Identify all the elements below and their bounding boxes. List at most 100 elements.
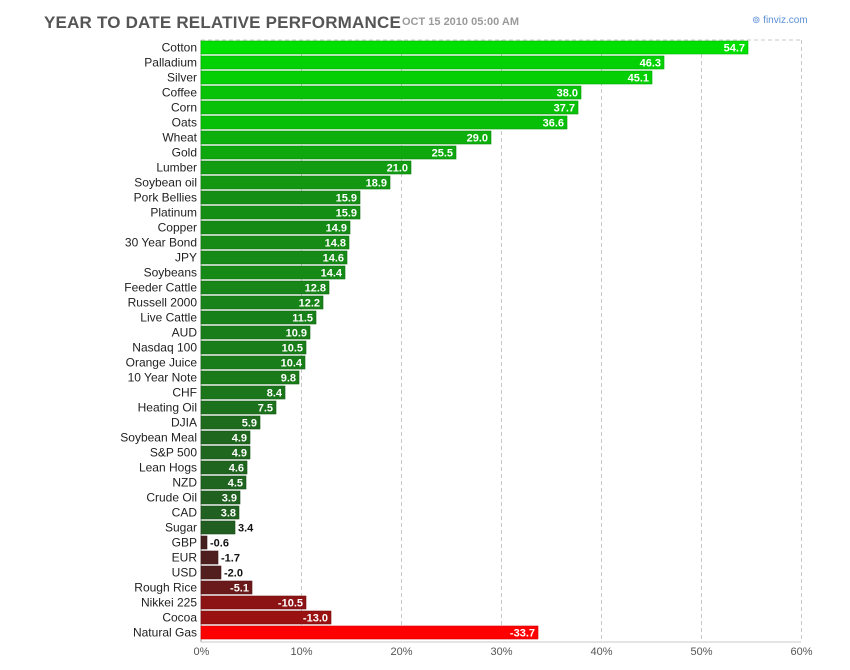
x-tick-label: 0% [194, 646, 210, 658]
chart-date: OCT 15 2010 05:00 AM [402, 16, 519, 28]
data-label: 38.0 [557, 88, 578, 100]
category-label: CAD [172, 506, 198, 520]
category-label: CHF [172, 386, 197, 400]
bar [200, 340, 307, 355]
bar [200, 445, 251, 460]
bar [200, 205, 361, 220]
bar [200, 85, 582, 100]
bar [200, 400, 277, 415]
bar [200, 160, 412, 175]
bar [200, 430, 251, 445]
category-label: Gold [172, 146, 197, 160]
bar [200, 235, 350, 250]
data-label: 29.0 [467, 133, 488, 145]
x-tick-label: 40% [590, 646, 612, 658]
data-label: -1.7 [221, 553, 240, 565]
category-label: Orange Juice [126, 356, 198, 370]
category-label: S&P 500 [150, 446, 197, 460]
category-label: Crude Oil [146, 491, 197, 505]
bar [200, 295, 324, 310]
bar [200, 505, 240, 520]
bar [200, 385, 286, 400]
data-label: 8.4 [267, 388, 283, 400]
data-label: 45.1 [628, 73, 649, 85]
category-label: Soybean oil [134, 176, 197, 190]
bar [200, 535, 208, 550]
x-tick-label: 20% [390, 646, 412, 658]
bar [200, 550, 219, 565]
category-label: Palladium [144, 56, 197, 70]
data-label: 4.9 [232, 448, 247, 460]
data-label: 18.9 [366, 178, 387, 190]
bar [200, 115, 568, 130]
bar [200, 310, 317, 325]
bar [200, 130, 492, 145]
x-tick-label: 10% [290, 646, 312, 658]
bar [200, 520, 236, 535]
category-label: Corn [171, 101, 197, 115]
category-label: NZD [172, 476, 197, 490]
data-label: 54.7 [724, 43, 745, 55]
data-label: -0.6 [210, 538, 229, 550]
data-label: 9.8 [281, 373, 296, 385]
data-label: 10.5 [282, 343, 303, 355]
data-label: -33.7 [510, 628, 535, 640]
chart-title: YEAR TO DATE RELATIVE PERFORMANCE [44, 13, 402, 32]
category-label: Coffee [162, 86, 197, 100]
category-label: Heating Oil [138, 401, 197, 415]
data-label: 37.7 [554, 103, 575, 115]
bar [200, 70, 653, 85]
data-label: 36.6 [543, 118, 564, 130]
category-label: 30 Year Bond [125, 236, 197, 250]
category-label: Soybean Meal [120, 431, 197, 445]
bar [200, 580, 253, 595]
category-label: AUD [172, 326, 198, 340]
data-label: 3.4 [238, 523, 254, 535]
category-label: Feeder Cattle [124, 281, 197, 295]
data-label: 10.9 [286, 328, 307, 340]
brand-label: finviz.com [763, 15, 808, 26]
category-label: Rough Rice [134, 581, 197, 595]
bar [200, 370, 300, 385]
data-label: 25.5 [432, 148, 453, 160]
category-label: Platinum [150, 206, 197, 220]
category-label: Nasdaq 100 [132, 341, 197, 355]
bar [200, 40, 749, 55]
bar [200, 55, 665, 70]
category-label: Pork Bellies [134, 191, 197, 205]
data-label: -10.5 [278, 598, 303, 610]
bar [200, 250, 348, 265]
category-label: USD [172, 566, 198, 580]
category-label: Natural Gas [133, 626, 197, 640]
data-label: 21.0 [387, 163, 408, 175]
category-label: Silver [167, 71, 197, 85]
category-label: Sugar [165, 521, 197, 535]
bar [200, 355, 306, 370]
bar [200, 175, 391, 190]
category-label: Russell 2000 [128, 296, 198, 310]
x-tick-label: 50% [690, 646, 712, 658]
bar [200, 100, 579, 115]
data-label: -5.1 [230, 583, 249, 595]
data-label: 12.2 [299, 298, 320, 310]
category-label: GBP [172, 536, 197, 550]
category-label: Lumber [156, 161, 197, 175]
data-label: 11.5 [292, 313, 313, 325]
category-label: Oats [172, 116, 197, 130]
data-label: -2.0 [224, 568, 243, 580]
data-label: 3.8 [221, 508, 236, 520]
category-label: DJIA [171, 416, 197, 430]
bar [200, 595, 307, 610]
chart-bars: Cotton 54.7 Palladium 46.3 Silver 45.1 Coffee 3… [120, 40, 749, 640]
x-tick-label: 30% [490, 646, 512, 658]
bar [200, 625, 539, 640]
data-label: -13.0 [303, 613, 328, 625]
category-label: Copper [158, 221, 197, 235]
globe-icon: ⊚ [752, 15, 761, 26]
category-label: Lean Hogs [139, 461, 197, 475]
brand-link[interactable]: ⊚ finviz.com [752, 15, 808, 26]
category-label: Cocoa [162, 611, 197, 625]
category-label: Cotton [162, 41, 197, 55]
category-label: Soybeans [144, 266, 197, 280]
